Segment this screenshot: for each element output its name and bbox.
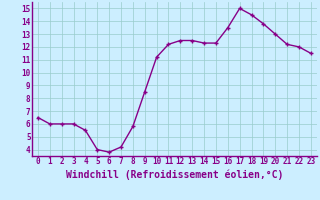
X-axis label: Windchill (Refroidissement éolien,°C): Windchill (Refroidissement éolien,°C): [66, 169, 283, 180]
